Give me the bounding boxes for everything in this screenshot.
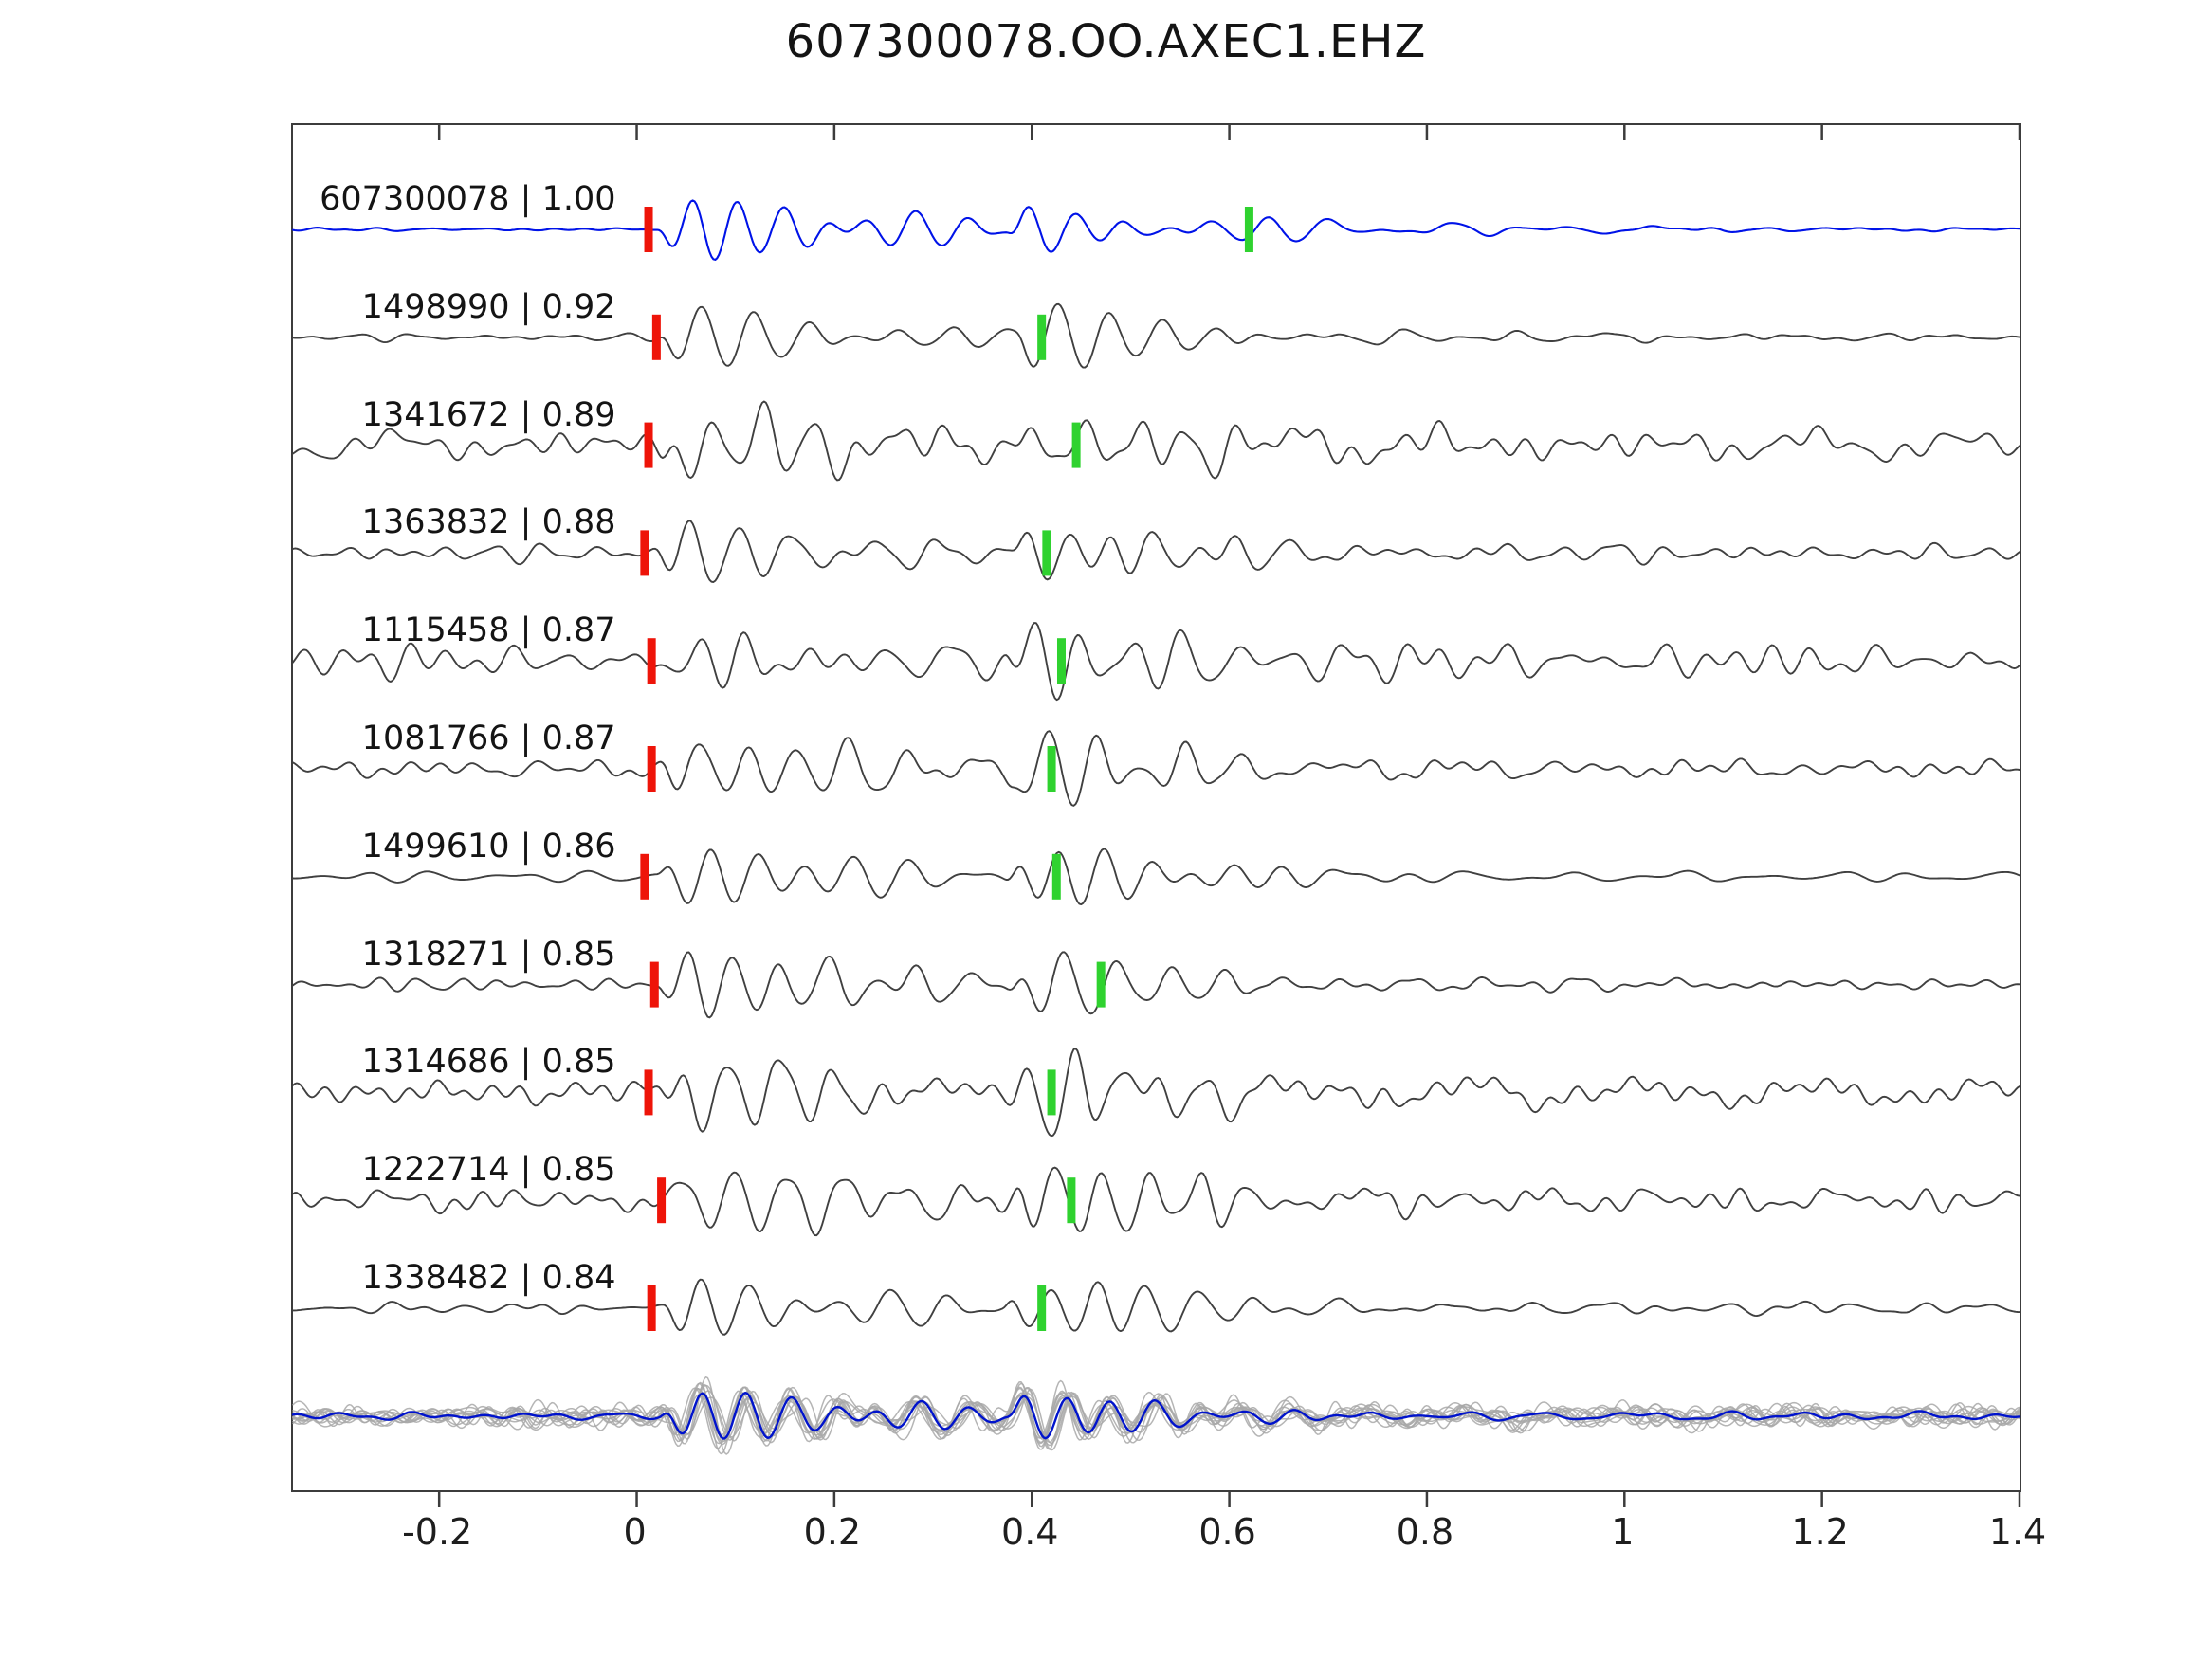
x-tick-label--0.2: -0.2 [402,1511,473,1553]
trace-label-607300078: 607300078 | 1.00 [320,180,616,218]
pick-green-1499610 [1051,853,1061,900]
pick-green-1498990 [1037,314,1047,360]
x-tick-label-0.4: 0.4 [1001,1511,1059,1553]
waveform-trace-1222714 [292,1166,2020,1237]
pick-red-1318271 [649,961,659,1008]
pick-red-607300078 [644,207,653,252]
plot-area [291,123,2021,1507]
pick-green-1341672 [1071,422,1081,468]
pick-red-1499610 [640,853,649,900]
waveform-trace-1341672 [292,400,2020,482]
trace-label-1363832: 1363832 | 0.88 [361,503,616,542]
pick-green-1363832 [1042,530,1051,576]
pick-red-1115458 [647,638,656,684]
trace-label-1222714: 1222714 | 0.85 [361,1151,616,1190]
trace-label-1338482: 1338482 | 0.84 [361,1259,616,1297]
waveform-trace-1318271 [292,951,2020,1019]
pick-green-1318271 [1096,961,1106,1008]
waveform-trace-1338482 [292,1278,2020,1336]
pick-green-1222714 [1067,1177,1076,1224]
figure-title: 607300078.OO.AXEC1.EHZ [785,15,1427,68]
x-tick-label-1: 1 [1611,1511,1635,1553]
pick-red-1341672 [644,422,653,468]
waveform-canvas [291,125,2021,1507]
trace-label-1115458: 1115458 | 0.87 [361,611,616,650]
x-tick-label-1.4: 1.4 [1988,1511,2047,1553]
waveform-trace-1498990 [292,302,2020,369]
trace-label-1081766: 1081766 | 0.87 [361,720,616,757]
stack-overlay-trace [292,1387,2020,1445]
pick-green-1314686 [1047,1069,1056,1116]
waveform-trace-1363832 [292,520,2020,583]
waveform-trace-1499610 [292,848,2020,906]
trace-label-1314686: 1314686 | 0.85 [361,1043,616,1082]
trace-label-1341672: 1341672 | 0.89 [361,395,616,434]
pick-red-1338482 [647,1285,656,1331]
x-tick-label-0.2: 0.2 [803,1511,862,1553]
pick-red-1363832 [640,530,649,576]
x-tick-label-0.6: 0.6 [1198,1511,1256,1553]
trace-label-1318271: 1318271 | 0.85 [361,935,616,974]
waveform-trace-1314686 [292,1048,2020,1138]
stack-overlay-trace [292,1390,2020,1444]
pick-red-1314686 [644,1069,653,1116]
stack-overlay-trace [292,1381,2020,1455]
pick-green-1115458 [1056,638,1066,684]
waveform-trace-1115458 [292,622,2020,702]
x-tick-label-0.8: 0.8 [1396,1511,1454,1553]
trace-label-1498990: 1498990 | 0.92 [361,287,616,326]
x-tick-label-0: 0 [623,1511,647,1553]
trace-label-1499610: 1499610 | 0.86 [361,827,616,866]
stack-overlay-trace [292,1386,2020,1445]
pick-green-1338482 [1037,1285,1047,1331]
x-tick-label-1.2: 1.2 [1791,1511,1849,1553]
pick-red-1081766 [647,746,656,792]
stack-mean-trace [291,1392,2021,1440]
pick-red-1498990 [651,314,661,360]
waveform-trace-607300078 [291,199,2021,261]
pick-red-1222714 [657,1177,667,1224]
pick-green-1081766 [1047,746,1056,792]
waveform-trace-1081766 [292,730,2020,807]
pick-green-607300078 [1244,207,1253,252]
